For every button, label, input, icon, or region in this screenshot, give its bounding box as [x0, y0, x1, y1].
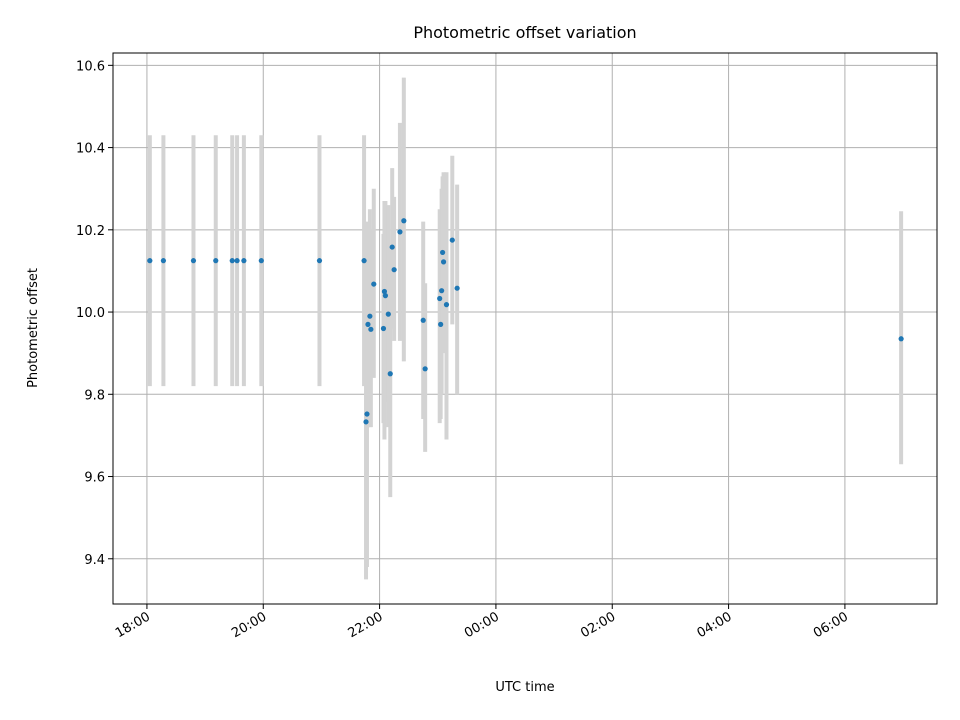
data-point	[401, 218, 407, 224]
y-tick-layer: 9.4 9.6 9.8 10.0 10.2 10.4 10.6	[76, 59, 113, 568]
y-tick-label: 10.2	[76, 224, 105, 239]
data-point	[368, 326, 374, 332]
y-tick-label: 9.4	[84, 553, 105, 568]
data-point	[364, 411, 370, 417]
plot-frame	[112, 52, 938, 605]
data-point	[397, 229, 403, 235]
data-point	[258, 258, 264, 264]
data-point	[389, 244, 395, 250]
data-point	[449, 237, 455, 243]
data-point	[213, 258, 219, 264]
data-point	[898, 336, 904, 342]
data-point	[381, 288, 388, 295]
data-point	[361, 258, 367, 264]
chart-title: Photometric offset variation	[413, 23, 636, 42]
data-point	[391, 267, 397, 273]
data-point	[437, 295, 443, 302]
data-point	[160, 258, 167, 264]
data-point	[363, 419, 369, 425]
y-axis-label: Photometric offset	[26, 268, 41, 388]
data-point	[371, 281, 377, 287]
y-tick-label: 10.0	[76, 306, 105, 321]
data-point	[241, 258, 247, 264]
data-point	[234, 258, 240, 264]
point-layer	[147, 218, 904, 425]
grid-layer	[113, 53, 937, 604]
x-axis-label: UTC time	[495, 680, 554, 695]
y-tick-label: 10.6	[76, 59, 105, 74]
data-point	[420, 317, 426, 323]
data-point	[147, 258, 153, 264]
y-tick-label: 9.6	[84, 471, 105, 486]
data-point	[365, 321, 371, 327]
data-point	[316, 258, 323, 264]
data-point	[387, 371, 393, 377]
data-point	[440, 249, 446, 256]
data-point	[367, 313, 373, 319]
data-point	[439, 288, 445, 294]
data-point	[454, 285, 460, 291]
y-tick-label: 10.4	[76, 142, 105, 157]
data-point	[438, 321, 444, 327]
data-point	[440, 259, 447, 265]
y-tick-label: 9.8	[84, 388, 105, 403]
data-point	[229, 258, 235, 264]
data-point	[380, 325, 387, 332]
data-point	[385, 311, 391, 317]
data-point	[422, 366, 428, 372]
data-point	[382, 293, 389, 299]
data-point	[190, 258, 197, 264]
data-point	[443, 302, 450, 308]
